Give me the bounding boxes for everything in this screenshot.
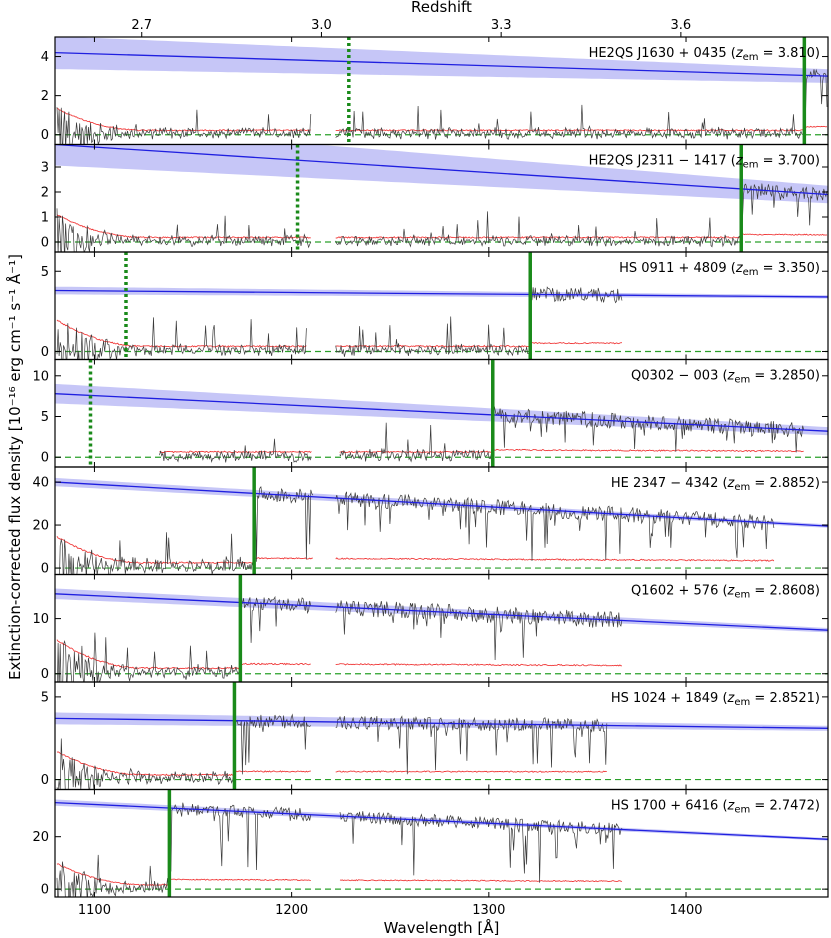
continuum-band-1	[55, 37, 828, 83]
y-tick-label-7-1: 0	[41, 773, 49, 788]
y-tick-label-1-2: 2	[41, 89, 49, 104]
qso-label-4: Q0302 − 003 (zem = 3.2850)	[631, 369, 820, 386]
error-spectrum-6-1	[56, 639, 311, 670]
continuum-fit-2	[55, 144, 828, 196]
wavelength-tick-label-3: 1300	[472, 903, 505, 918]
y-tick-label-5-3: 40	[32, 476, 49, 491]
continuum-fit-8	[55, 801, 828, 840]
flux-spectrum-1-1	[56, 107, 312, 145]
flux-spectrum-5-1	[59, 486, 314, 575]
panel-1: 0 2 4 HE2QS J1630 + 0435 (zem = 3.810)	[41, 36, 829, 146]
spectra-panels: 0 2 4 HE2QS J1630 + 0435 (zem = 3.810) 0 1 2 3 H…	[32, 36, 829, 898]
panel-5: 0 20 40 HE 2347 − 4342 (zem = 2.8852)	[32, 466, 829, 577]
y-tick-label-8-1: 0	[41, 883, 49, 898]
redshift-tick-label-1: 2.7	[131, 18, 152, 33]
redshift-tick-label-3: 3.3	[491, 18, 512, 33]
y-tick-label-2-2: 1	[41, 211, 49, 226]
error-spectrum-3-1	[56, 319, 307, 348]
error-spectrum-8-2	[339, 879, 623, 883]
y-tick-label-1-1: 0	[41, 128, 49, 143]
flux-axis-title: Extinction-corrected flux density [10⁻¹⁶…	[5, 254, 24, 680]
continuum-band-7	[55, 712, 828, 731]
redshift-axis-title: Redshift	[411, 0, 472, 16]
continuum-fit-3	[55, 289, 828, 298]
y-tick-label-5-2: 20	[32, 519, 49, 534]
error-spectrum-4-1	[159, 450, 312, 454]
y-tick-label-6-2: 10	[32, 612, 49, 627]
error-spectrum-7-2	[335, 770, 607, 773]
y-tick-label-4-1: 0	[41, 451, 49, 466]
panel-3: 0 5 HS 0911 + 4809 (zem = 3.350)	[41, 251, 829, 361]
qso-label-1: HE2QS J1630 + 0435 (zem = 3.810)	[589, 46, 820, 63]
y-tick-label-2-1: 0	[41, 236, 49, 251]
panel-frame-8	[54, 788, 829, 898]
panel-7: 0 5 HS 1024 + 1849 (zem = 2.8521)	[41, 681, 829, 791]
error-spectrum-2-2	[335, 233, 828, 239]
error-spectrum-6-2	[335, 663, 622, 667]
panel-4: 0 5 10 Q0302 − 003 (zem = 3.2850)	[32, 358, 829, 468]
continuum-band-3	[55, 286, 828, 299]
y-tick-label-4-2: 5	[41, 410, 49, 425]
wavelength-tick-label-1: 1100	[78, 903, 111, 918]
wavelength-tick-label-2: 1200	[275, 903, 308, 918]
error-spectrum-3-2	[335, 341, 622, 348]
flux-spectrum-4-2	[339, 406, 805, 463]
flux-spectrum-8-1	[56, 802, 312, 897]
shared-axes: Redshift Wavelength [Å] Extinction-corre…	[5, 0, 703, 937]
continuum-fit-5	[55, 481, 828, 527]
y-tick-label-2-3: 2	[41, 186, 49, 201]
qso-label-2: HE2QS J2311 − 1417 (zem = 3.700)	[589, 154, 820, 171]
panel-2: 0 1 2 3 HE2QS J2311 − 1417 (zem = 3.700)	[41, 143, 829, 253]
continuum-band-2	[55, 144, 828, 204]
error-spectrum-7-1	[56, 751, 311, 777]
flux-spectrum-3-1	[56, 317, 307, 360]
y-tick-label-3-2: 5	[41, 265, 49, 280]
continuum-fit-4	[55, 393, 828, 432]
flux-spectrum-1-2	[335, 68, 828, 140]
flux-spectrum-8-2	[339, 811, 623, 883]
y-tick-label-7-2: 5	[41, 690, 49, 705]
qso-label-6: Q1602 + 576 (zem = 2.8608)	[631, 584, 820, 601]
continuum-fit-6	[55, 593, 828, 631]
panel-6: 0 10 Q1602 + 576 (zem = 2.8608)	[32, 573, 829, 683]
wavelength-tick-label-4: 1400	[669, 903, 702, 918]
flux-spectrum-2-2	[335, 183, 828, 248]
flux-spectrum-4-1	[159, 438, 312, 463]
error-spectrum-1-1	[56, 108, 311, 132]
error-spectrum-4-2	[339, 448, 804, 454]
flux-spectrum-6-2	[335, 600, 623, 661]
y-tick-label-5-1: 0	[41, 562, 49, 577]
continuum-fit-1	[55, 51, 828, 77]
redshift-tick-label-2: 3.0	[311, 18, 332, 33]
y-tick-label-6-1: 0	[41, 667, 49, 682]
qso-label-8: HS 1700 + 6416 (zem = 2.7472)	[611, 799, 820, 816]
redshift-tick-label-4: 3.6	[671, 18, 692, 33]
qso-label-3: HS 0911 + 4809 (zem = 3.350)	[619, 261, 820, 278]
qso-label-7: HS 1024 + 1849 (zem = 2.8521)	[611, 691, 820, 708]
y-tick-label-8-2: 20	[32, 830, 49, 845]
y-tick-label-3-1: 0	[41, 345, 49, 360]
flux-spectrum-2-1	[56, 208, 312, 252]
y-tick-label-1-3: 4	[41, 50, 49, 65]
y-tick-label-2-4: 3	[41, 161, 49, 176]
panel-8: 0 20 HS 1700 + 6416 (zem = 2.7472)	[32, 788, 829, 898]
flux-spectrum-7-1	[56, 713, 312, 790]
continuum-fit-7	[55, 717, 828, 729]
wavelength-axis-title: Wavelength [Å]	[384, 918, 500, 937]
error-spectrum-2-1	[56, 214, 311, 239]
y-tick-label-4-3: 10	[32, 369, 49, 384]
error-spectrum-5-2	[335, 557, 775, 562]
qso-label-5: HE 2347 − 4342 (zem = 2.8852)	[611, 476, 820, 493]
flux-spectrum-6-1	[57, 595, 312, 682]
error-spectrum-5-1	[56, 535, 313, 565]
